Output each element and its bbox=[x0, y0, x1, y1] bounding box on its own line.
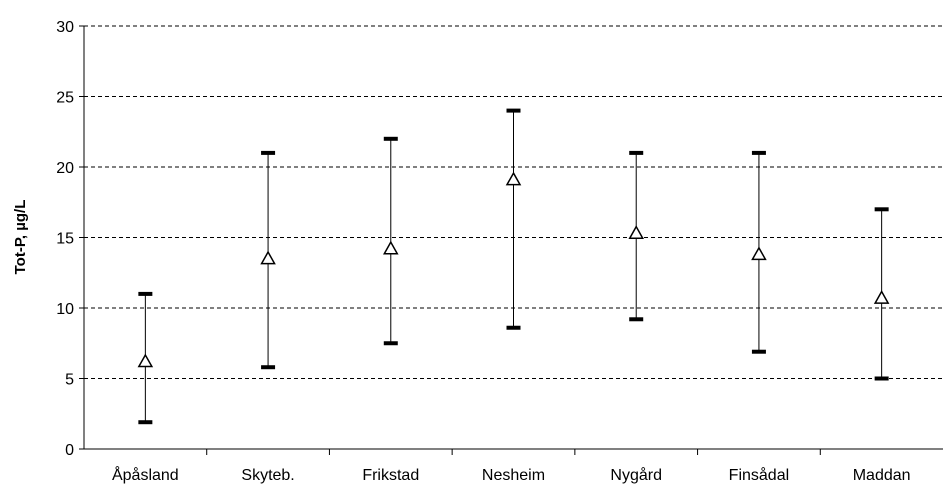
data-series bbox=[137, 108, 890, 425]
y-tick-label-5: 5 bbox=[65, 372, 74, 389]
y-tick-label-30: 30 bbox=[56, 19, 74, 36]
y-tick-label-20: 20 bbox=[56, 160, 74, 177]
mean-marker-2 bbox=[383, 240, 399, 255]
mean-marker-0 bbox=[137, 353, 154, 368]
y-tick-label-0: 0 bbox=[65, 442, 74, 459]
axes: 0 5 10 15 20 25 30 Åpåsland Skyteb. Frikstad Neshe… bbox=[56, 19, 943, 484]
x-tick-label-3: Nesheim bbox=[482, 467, 545, 484]
y-tick-label-25: 25 bbox=[56, 90, 74, 107]
x-tick-label-4: Nygård bbox=[610, 466, 662, 484]
mean-marker-3 bbox=[505, 171, 522, 186]
y-axis-title: Tot-P, µg/L bbox=[12, 200, 29, 275]
x-tick-label-0: Åpåsland bbox=[112, 465, 179, 484]
mean-marker-1 bbox=[260, 250, 276, 265]
x-tick-label-2: Frikstad bbox=[362, 467, 419, 484]
x-tick-label-1: Skyteb. bbox=[241, 467, 294, 484]
mean-marker-5 bbox=[751, 246, 767, 261]
mean-marker-4 bbox=[628, 225, 644, 239]
x-tick-label-6: Maddan bbox=[853, 467, 911, 484]
mean-marker-6 bbox=[873, 290, 890, 304]
y-tick-label-15: 15 bbox=[56, 231, 74, 248]
y-tick-label-10: 10 bbox=[56, 301, 74, 318]
x-tick-label-5: Finsådal bbox=[729, 466, 789, 484]
